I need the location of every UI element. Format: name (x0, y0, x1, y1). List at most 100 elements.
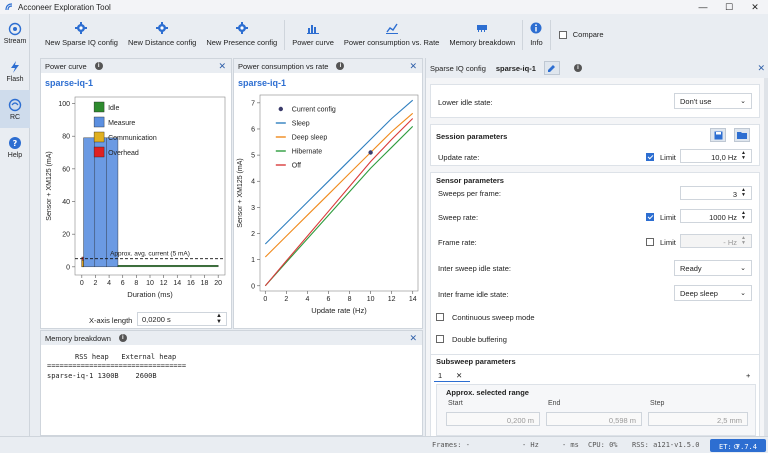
toolbar-separator (549, 20, 551, 50)
sweep-rate-limit-checkbox[interactable] (646, 213, 654, 221)
series-line-hibernate (264, 126, 414, 287)
spin-arrows-icon[interactable]: ▲ ▼ (741, 210, 746, 221)
close-window-button[interactable]: ✕ (751, 1, 759, 12)
spin-arrows-icon[interactable]: ▲ ▼ (741, 235, 746, 246)
info-icon[interactable]: i (573, 64, 582, 72)
step-label: Step (650, 400, 665, 407)
inter-sweep-idle-dropdown[interactable]: Ready ⌄ (674, 260, 752, 276)
sweeps-per-frame-label: Sweeps per frame: (438, 189, 501, 198)
gear-icon (156, 22, 169, 34)
subsweep-parameters-title: Subsweep parameters (436, 357, 516, 366)
sweep-rate-limit-label: Limit (660, 213, 676, 222)
segment-measure (83, 137, 119, 268)
power-curve-button[interactable]: Power curve (287, 18, 339, 47)
y-tick-label: 5 (251, 153, 255, 160)
update-rate-spinbox[interactable]: 10,0 Hz ▲ ▼ (680, 149, 752, 163)
close-tab-icon[interactable]: ✕ (456, 371, 463, 380)
memory-breakdown-button[interactable]: Memory breakdown (444, 18, 520, 47)
continuous-sweep-checkbox[interactable] (436, 313, 444, 321)
settings-scrollbar[interactable] (764, 78, 768, 436)
close-icon[interactable]: ✕ (757, 63, 765, 73)
x-tick-label: 14 (409, 296, 417, 303)
double-buffering-checkbox[interactable] (436, 335, 444, 343)
frame-rate-spinbox[interactable]: - Hz ▲ ▼ (680, 234, 752, 248)
maximize-button[interactable]: ☐ (724, 1, 734, 12)
sweep-rate-spinbox[interactable]: 1000 Hz ▲ ▼ (680, 209, 752, 223)
inter-frame-idle-label: Inter frame idle state: (438, 290, 509, 299)
compare-checkbox-box[interactable] (558, 30, 567, 39)
sidebar-item-rc[interactable]: RC (0, 90, 30, 128)
info-icon[interactable]: i (94, 62, 103, 70)
sidebar-item-help[interactable]: ? Help (0, 128, 30, 166)
compare-checkbox[interactable]: Compare (558, 30, 604, 39)
sweeps-per-frame-spinbox[interactable]: 3 ▲ ▼ (680, 186, 752, 200)
new-sparse-iq-config-button[interactable]: New Sparse IQ config (40, 18, 123, 47)
info-button[interactable]: Info (525, 18, 548, 47)
close-icon[interactable]: ✕ (409, 333, 417, 343)
power-consumption-vs-rate-button[interactable]: Power consumption vs. Rate (339, 18, 444, 47)
spin-arrows-icon[interactable]: ▲ ▼ (741, 187, 746, 198)
y-tick-label: 7 (251, 100, 255, 107)
rss-status: RSS: a121-v1.5.0 (632, 441, 700, 449)
edit-icon (548, 64, 556, 72)
spin-arrows-icon[interactable]: ▲ ▼ (741, 150, 746, 161)
open-session-button[interactable] (734, 128, 750, 142)
lower-idle-label: Lower idle state: (438, 98, 493, 107)
sidebar-item-flash[interactable]: Flash (0, 52, 30, 90)
settings-header: Sparse IQ config sparse-iq-1 i ✕ (426, 58, 768, 78)
power-curve-panel: Power curve i ✕ sparse-iq-1 0 2 4 6 8 10 12 14 1… (40, 58, 232, 329)
sidebar-item-label: Help (7, 151, 23, 159)
inter-sweep-idle-label: Inter sweep idle state: (438, 264, 511, 273)
frame-rate-limit-checkbox[interactable] (646, 238, 654, 246)
save-session-button[interactable] (710, 128, 726, 142)
update-rate-limit-checkbox[interactable] (646, 153, 654, 161)
new-presence-config-button[interactable]: New Presence config (201, 18, 282, 47)
x-tick-label: 6 (327, 296, 331, 303)
range-title: Approx. selected range (446, 388, 529, 397)
sidebar-item-stream[interactable]: Stream (0, 14, 30, 52)
edit-config-button[interactable] (543, 61, 560, 75)
info-icon[interactable]: i (118, 334, 127, 342)
power-rate-panel: Power consumption vs rate i ✕ sparse-iq-… (233, 58, 423, 329)
memory-header-row: RSS heap External heap (75, 353, 177, 361)
lower-idle-dropdown[interactable]: Don't use ⌄ (674, 93, 752, 109)
x-tick-label: 12 (160, 280, 168, 287)
add-tab-button[interactable]: + (746, 371, 751, 380)
close-icon[interactable]: ✕ (218, 61, 226, 71)
legend-swatch (93, 116, 105, 128)
inter-frame-idle-dropdown[interactable]: Deep sleep ⌄ (674, 285, 752, 301)
x-axis-length-spinbox[interactable]: 0,0200 s ▲ ▼ (137, 312, 227, 326)
window-title: Acconeer Exploration Tool (18, 2, 111, 12)
ms-status: - ms (562, 441, 579, 449)
legend-swatch (93, 146, 105, 158)
x-tick-label: 2 (94, 280, 98, 287)
new-distance-config-button[interactable]: New Distance config (123, 18, 201, 47)
x-tick-label: 2 (284, 296, 288, 303)
x-tick-label: 0 (80, 280, 84, 287)
subsweep-tab-1[interactable]: 1 (438, 371, 443, 380)
minimize-button[interactable]: — (698, 2, 708, 12)
legend-swatch (93, 101, 105, 113)
config-name: sparse-iq-1 (495, 63, 536, 73)
rc-icon (8, 98, 22, 111)
spin-arrows-icon[interactable]: ▲ ▼ (216, 313, 222, 325)
settings-panel: Sparse IQ config sparse-iq-1 i ✕ Lower i… (425, 58, 768, 436)
current-config-point (368, 150, 373, 155)
series-line-off (264, 118, 414, 287)
x-tick-label: 8 (134, 280, 138, 287)
cpu-status: CPU: 0% (588, 441, 618, 449)
plot-area (259, 94, 419, 292)
x-tick-label: 4 (107, 280, 111, 287)
x-tick-label: 16 (187, 280, 195, 287)
flash-icon (11, 60, 19, 73)
x-tick-label: 14 (173, 280, 181, 287)
x-tick-label: 0 (263, 296, 267, 303)
close-icon[interactable]: ✕ (409, 61, 417, 71)
et-version-badge[interactable]: ⟳ ET: 7.7.4 (710, 439, 766, 452)
memory-icon (477, 25, 488, 32)
update-rate-label: Update rate: (438, 153, 480, 162)
folder-icon (737, 131, 747, 139)
sidebar-item-label: Flash (6, 75, 24, 83)
info-icon[interactable]: i (336, 62, 345, 70)
plot-title: sparse-iq-1 (238, 78, 287, 88)
